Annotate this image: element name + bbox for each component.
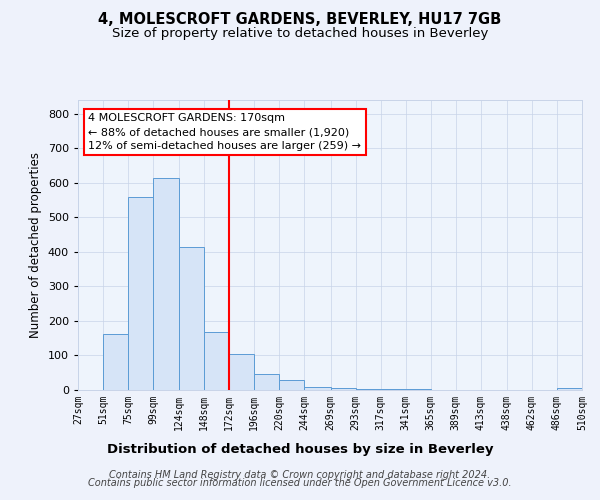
Bar [179,248,204,390]
Bar [128,196,153,390]
Text: 4, MOLESCROFT GARDENS, BEVERLEY, HU17 7GB: 4, MOLESCROFT GARDENS, BEVERLEY, HU17 7G… [98,12,502,28]
Bar [557,388,582,390]
Text: Contains HM Land Registry data © Crown copyright and database right 2024.: Contains HM Land Registry data © Crown c… [109,470,491,480]
Bar [204,332,229,390]
Bar [304,387,331,390]
Bar [103,334,128,390]
Bar [153,178,179,390]
Bar [331,388,356,390]
Y-axis label: Number of detached properties: Number of detached properties [29,152,42,338]
Bar [254,374,280,390]
Bar [229,354,254,390]
Text: 4 MOLESCROFT GARDENS: 170sqm
← 88% of detached houses are smaller (1,920)
12% of: 4 MOLESCROFT GARDENS: 170sqm ← 88% of de… [88,113,361,151]
Text: Size of property relative to detached houses in Beverley: Size of property relative to detached ho… [112,28,488,40]
Bar [280,380,304,390]
Text: Contains public sector information licensed under the Open Government Licence v3: Contains public sector information licen… [88,478,512,488]
Text: Distribution of detached houses by size in Beverley: Distribution of detached houses by size … [107,442,493,456]
